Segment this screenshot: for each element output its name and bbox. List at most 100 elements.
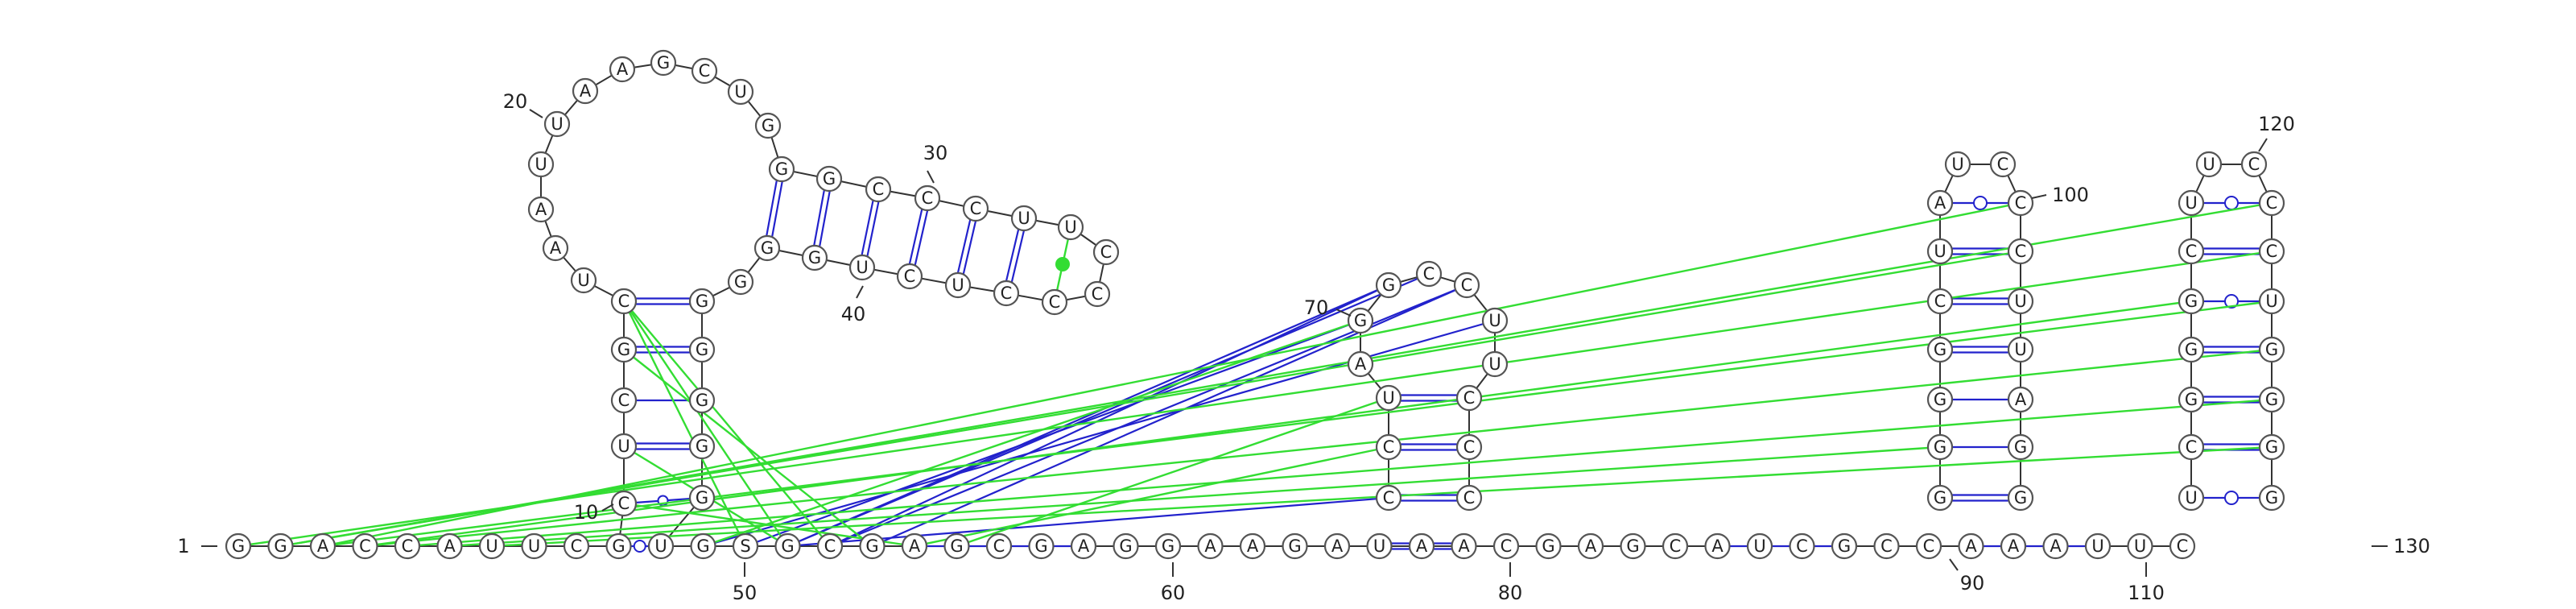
- nucleotide: A: [527, 196, 555, 223]
- position-label-100: 100: [2031, 184, 2089, 206]
- nucleotide: A: [901, 532, 928, 560]
- position-label-90: 90: [1949, 558, 1984, 594]
- nucleotide: C: [352, 532, 378, 560]
- nucleotide: A: [1577, 532, 1604, 560]
- svg-text:G: G: [950, 536, 963, 556]
- svg-text:G: G: [696, 340, 708, 359]
- svg-text:C: C: [824, 536, 836, 556]
- nucleotide: C: [985, 532, 1013, 560]
- nucleotide: C: [962, 195, 989, 222]
- svg-text:C: C: [1880, 536, 1893, 556]
- pseudoknot-line: [623, 349, 873, 547]
- svg-text:A: A: [535, 200, 547, 219]
- nucleotide: G: [2178, 336, 2205, 363]
- position-label-20: 20: [503, 90, 543, 118]
- svg-text:A: A: [1204, 536, 1216, 556]
- nucleotide: G: [688, 288, 716, 315]
- nucleotide: A: [1926, 189, 1954, 217]
- nucleotide: C: [2007, 189, 2034, 217]
- svg-text:U: U: [535, 155, 547, 174]
- nucleotide: G: [2178, 288, 2205, 315]
- nucleotide: G: [2007, 484, 2034, 512]
- svg-text:A: A: [550, 238, 562, 258]
- position-label-40: 40: [841, 285, 866, 325]
- svg-text:U: U: [856, 258, 868, 277]
- svg-text:A: A: [1934, 193, 1946, 213]
- svg-text:G: G: [2265, 488, 2278, 508]
- svg-text:G: G: [1034, 536, 1047, 556]
- svg-text:C: C: [2015, 242, 2027, 261]
- svg-text:C: C: [1001, 284, 1013, 303]
- svg-text:G: G: [1934, 488, 1946, 508]
- svg-text:A: A: [1585, 536, 1597, 556]
- svg-text:70: 70: [1304, 296, 1329, 319]
- svg-text:G: G: [823, 169, 836, 188]
- nucleotide: C: [1989, 151, 2017, 178]
- svg-text:A: A: [1965, 536, 1977, 556]
- svg-text:A: A: [1331, 536, 1344, 556]
- nucleotide: C: [1926, 288, 1954, 315]
- svg-text:U: U: [551, 114, 563, 134]
- nucleotide: U: [2258, 288, 2285, 315]
- pseudoknot-line: [622, 300, 747, 547]
- svg-text:G: G: [1838, 536, 1851, 556]
- svg-text:C: C: [1670, 536, 1682, 556]
- svg-text:U: U: [1064, 218, 1076, 237]
- svg-text:G: G: [2185, 292, 2198, 311]
- pseudoknot-line: [365, 348, 2273, 548]
- svg-text:U: U: [1951, 155, 1963, 174]
- svg-text:U: U: [485, 536, 497, 556]
- svg-text:C: C: [1934, 292, 1946, 311]
- position-label-30: 30: [923, 142, 947, 184]
- pseudoknot-line: [322, 201, 2021, 548]
- svg-text:A: A: [1711, 536, 1724, 556]
- svg-text:C: C: [1100, 242, 1113, 262]
- svg-text:A: A: [1247, 536, 1259, 556]
- nucleotide: A: [1070, 532, 1097, 560]
- nucleotide: G: [1113, 532, 1139, 560]
- nucleotide: G: [754, 112, 782, 139]
- position-label-120: 120: [2258, 113, 2295, 152]
- nucleotide: G: [610, 336, 638, 363]
- nucleotide: C: [2007, 238, 2034, 265]
- svg-text:U: U: [734, 82, 746, 102]
- nucleotide: G: [225, 532, 252, 560]
- nucleotide: G: [774, 532, 801, 560]
- svg-text:G: G: [2265, 340, 2278, 359]
- nucleotide: A: [1323, 532, 1351, 560]
- svg-text:C: C: [970, 199, 982, 218]
- svg-text:G: G: [2014, 437, 2027, 457]
- nucleotide: S: [732, 532, 759, 560]
- svg-text:40: 40: [841, 303, 866, 325]
- nucleotide: C: [1455, 384, 1483, 412]
- nucleotide: C: [1415, 260, 1443, 288]
- nucleotide: A: [436, 532, 463, 560]
- inner-helix-pair: [858, 188, 877, 267]
- svg-text:C: C: [993, 536, 1005, 556]
- nucleotide: U: [1481, 350, 1509, 378]
- nucleotide: C: [993, 280, 1020, 307]
- svg-text:A: A: [2008, 536, 2020, 556]
- nucleotide: C: [1375, 433, 1402, 461]
- nucleotide: U: [1375, 384, 1402, 412]
- svg-text:C: C: [904, 267, 916, 286]
- svg-text:C: C: [1049, 292, 1061, 312]
- svg-text:110: 110: [2128, 582, 2165, 604]
- nucleotide: G: [1028, 532, 1055, 560]
- nucleotide: G: [1282, 532, 1308, 560]
- svg-text:60: 60: [1161, 582, 1186, 604]
- nucleotide: A: [2007, 386, 2034, 413]
- long-range-pair: [872, 284, 1468, 548]
- nucleotide: U: [521, 532, 547, 560]
- nucleotide: U: [610, 433, 638, 460]
- nucleotide: U: [478, 532, 506, 560]
- nucleotide: G: [1831, 532, 1858, 560]
- nucleotide: C: [1915, 532, 1942, 560]
- svg-text:C: C: [922, 188, 934, 208]
- svg-text:G: G: [657, 53, 670, 72]
- position-label-1: 1: [177, 535, 217, 557]
- nucleotide: A: [309, 532, 336, 560]
- nucleotide: U: [1010, 205, 1038, 232]
- svg-text:G: G: [775, 160, 788, 179]
